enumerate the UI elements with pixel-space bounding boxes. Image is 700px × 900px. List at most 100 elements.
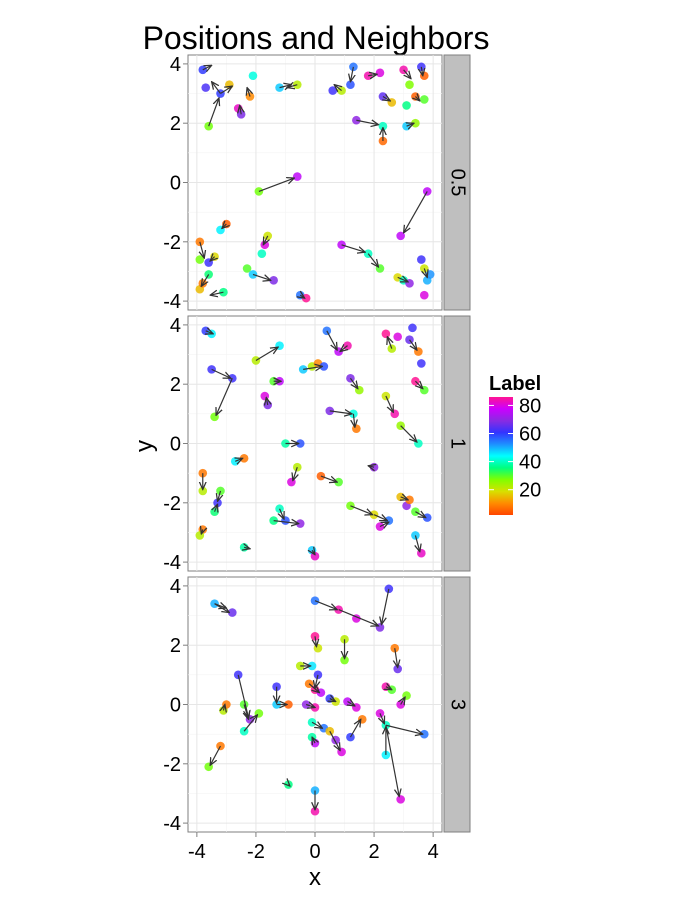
neighbor-arrow [214, 604, 227, 608]
data-point [425, 270, 435, 279]
legend-tick-label: 20 [519, 480, 541, 502]
y-tick-label: 0 [170, 173, 181, 195]
neighbor-arrow [356, 120, 378, 124]
neighbor-arrow [244, 547, 250, 548]
x-tick-label: 2 [369, 841, 380, 863]
data-point [222, 700, 231, 709]
neighbor-arrow [386, 687, 392, 690]
data-point [287, 477, 296, 487]
neighbor-arrow [293, 467, 297, 480]
neighbor-arrow [421, 66, 422, 76]
y-tick-label: -4 [163, 291, 181, 313]
neighbor-arrow [300, 295, 304, 298]
neighbor-arrow [350, 66, 353, 82]
y-tick-label: -4 [163, 552, 181, 574]
neighbor-arrow [349, 719, 360, 738]
neighbor-arrow [308, 683, 319, 693]
data-point [210, 412, 219, 422]
neighbor-arrow [379, 522, 389, 526]
neighbor-arrow [263, 235, 267, 245]
facet-panels: -4 -2 0 2 4 0.5 -4 -2 0 2 4 1 -4 -2 0 2 4 3 -4 -2 0 2 4 [163, 54, 471, 863]
neighbor-arrow [409, 339, 417, 350]
neighbor-arrow [385, 395, 393, 412]
data-point [310, 551, 320, 561]
neighbor-arrow [202, 65, 212, 69]
data-point [349, 62, 358, 72]
neighbor-arrow [314, 600, 337, 610]
data-point [248, 71, 258, 81]
y-tick-label: -2 [163, 754, 181, 776]
neighbor-arrow [326, 330, 337, 350]
y-tick-label: -4 [163, 813, 181, 835]
neighbor-arrow [215, 504, 218, 511]
data-point [298, 365, 308, 374]
data-point [417, 359, 426, 368]
neighbor-arrow [404, 191, 428, 233]
neighbor-arrow [201, 274, 210, 286]
neighbor-arrow [381, 588, 390, 625]
neighbor-arrow [383, 97, 390, 101]
x-tick-label: -4 [188, 841, 206, 863]
facet-panel-0: -4 -2 0 2 4 0.5 [163, 54, 471, 313]
data-point [417, 255, 426, 264]
data-point [251, 356, 261, 365]
data-point [419, 71, 429, 81]
neighbor-arrow [424, 268, 427, 277]
neighbor-arrow [367, 253, 378, 267]
neighbor-arrow [385, 725, 399, 796]
data-point [281, 516, 290, 525]
neighbor-arrow [280, 508, 284, 519]
neighbor-arrow [244, 704, 248, 720]
neighbor-arrow [210, 257, 214, 261]
facet-strip [443, 576, 471, 833]
y-tick-label: 4 [170, 315, 181, 337]
x-tick-label: -2 [247, 841, 265, 863]
neighbor-arrow [400, 425, 417, 442]
neighbor-arrow [201, 529, 202, 533]
neighbor-arrow [220, 86, 232, 95]
neighbor-arrow [235, 458, 242, 461]
data-point [204, 762, 213, 772]
data-point [257, 249, 267, 258]
neighbor-arrow [415, 535, 419, 551]
data-point [419, 95, 429, 104]
neighbor-arrow [305, 705, 315, 708]
data-point [331, 697, 340, 706]
data-point [375, 68, 385, 78]
neighbor-arrow [208, 98, 219, 127]
data-point [292, 80, 302, 89]
neighbor-arrow [243, 715, 257, 732]
neighbor-arrow [403, 69, 411, 79]
neighbor-arrow [368, 466, 374, 467]
neighbor-arrow [266, 398, 267, 405]
data-point [396, 231, 405, 241]
neighbor-arrow [206, 331, 213, 334]
x-tick-label: 4 [428, 841, 439, 863]
data-point [210, 507, 219, 516]
legend-tick-label: 60 [519, 424, 541, 446]
neighbor-arrow [401, 697, 405, 704]
neighbor-arrow [312, 550, 315, 554]
data-point [419, 290, 429, 300]
x-tick-label: 0 [309, 841, 320, 863]
neighbor-arrow [395, 648, 398, 667]
legend-title: Label [489, 373, 541, 395]
data-point [405, 80, 414, 89]
neighbor-arrow [315, 636, 316, 646]
data-point [405, 279, 414, 288]
neighbor-arrow [329, 411, 352, 414]
neighbor-arrow [223, 705, 224, 711]
color-legend: Label 20 40 60 80 [489, 373, 541, 515]
data-point [242, 264, 252, 273]
y-tick-label: 0 [170, 695, 181, 717]
neighbor-arrow [397, 277, 408, 281]
neighbor-arrow [200, 241, 204, 258]
neighbor-arrow [273, 521, 299, 524]
data-point [328, 86, 338, 95]
data-point [402, 101, 411, 110]
facet-strip [443, 54, 471, 311]
neighbor-arrow [338, 609, 379, 626]
neighbor-arrow [247, 88, 250, 97]
neighbor-arrow [255, 347, 278, 361]
